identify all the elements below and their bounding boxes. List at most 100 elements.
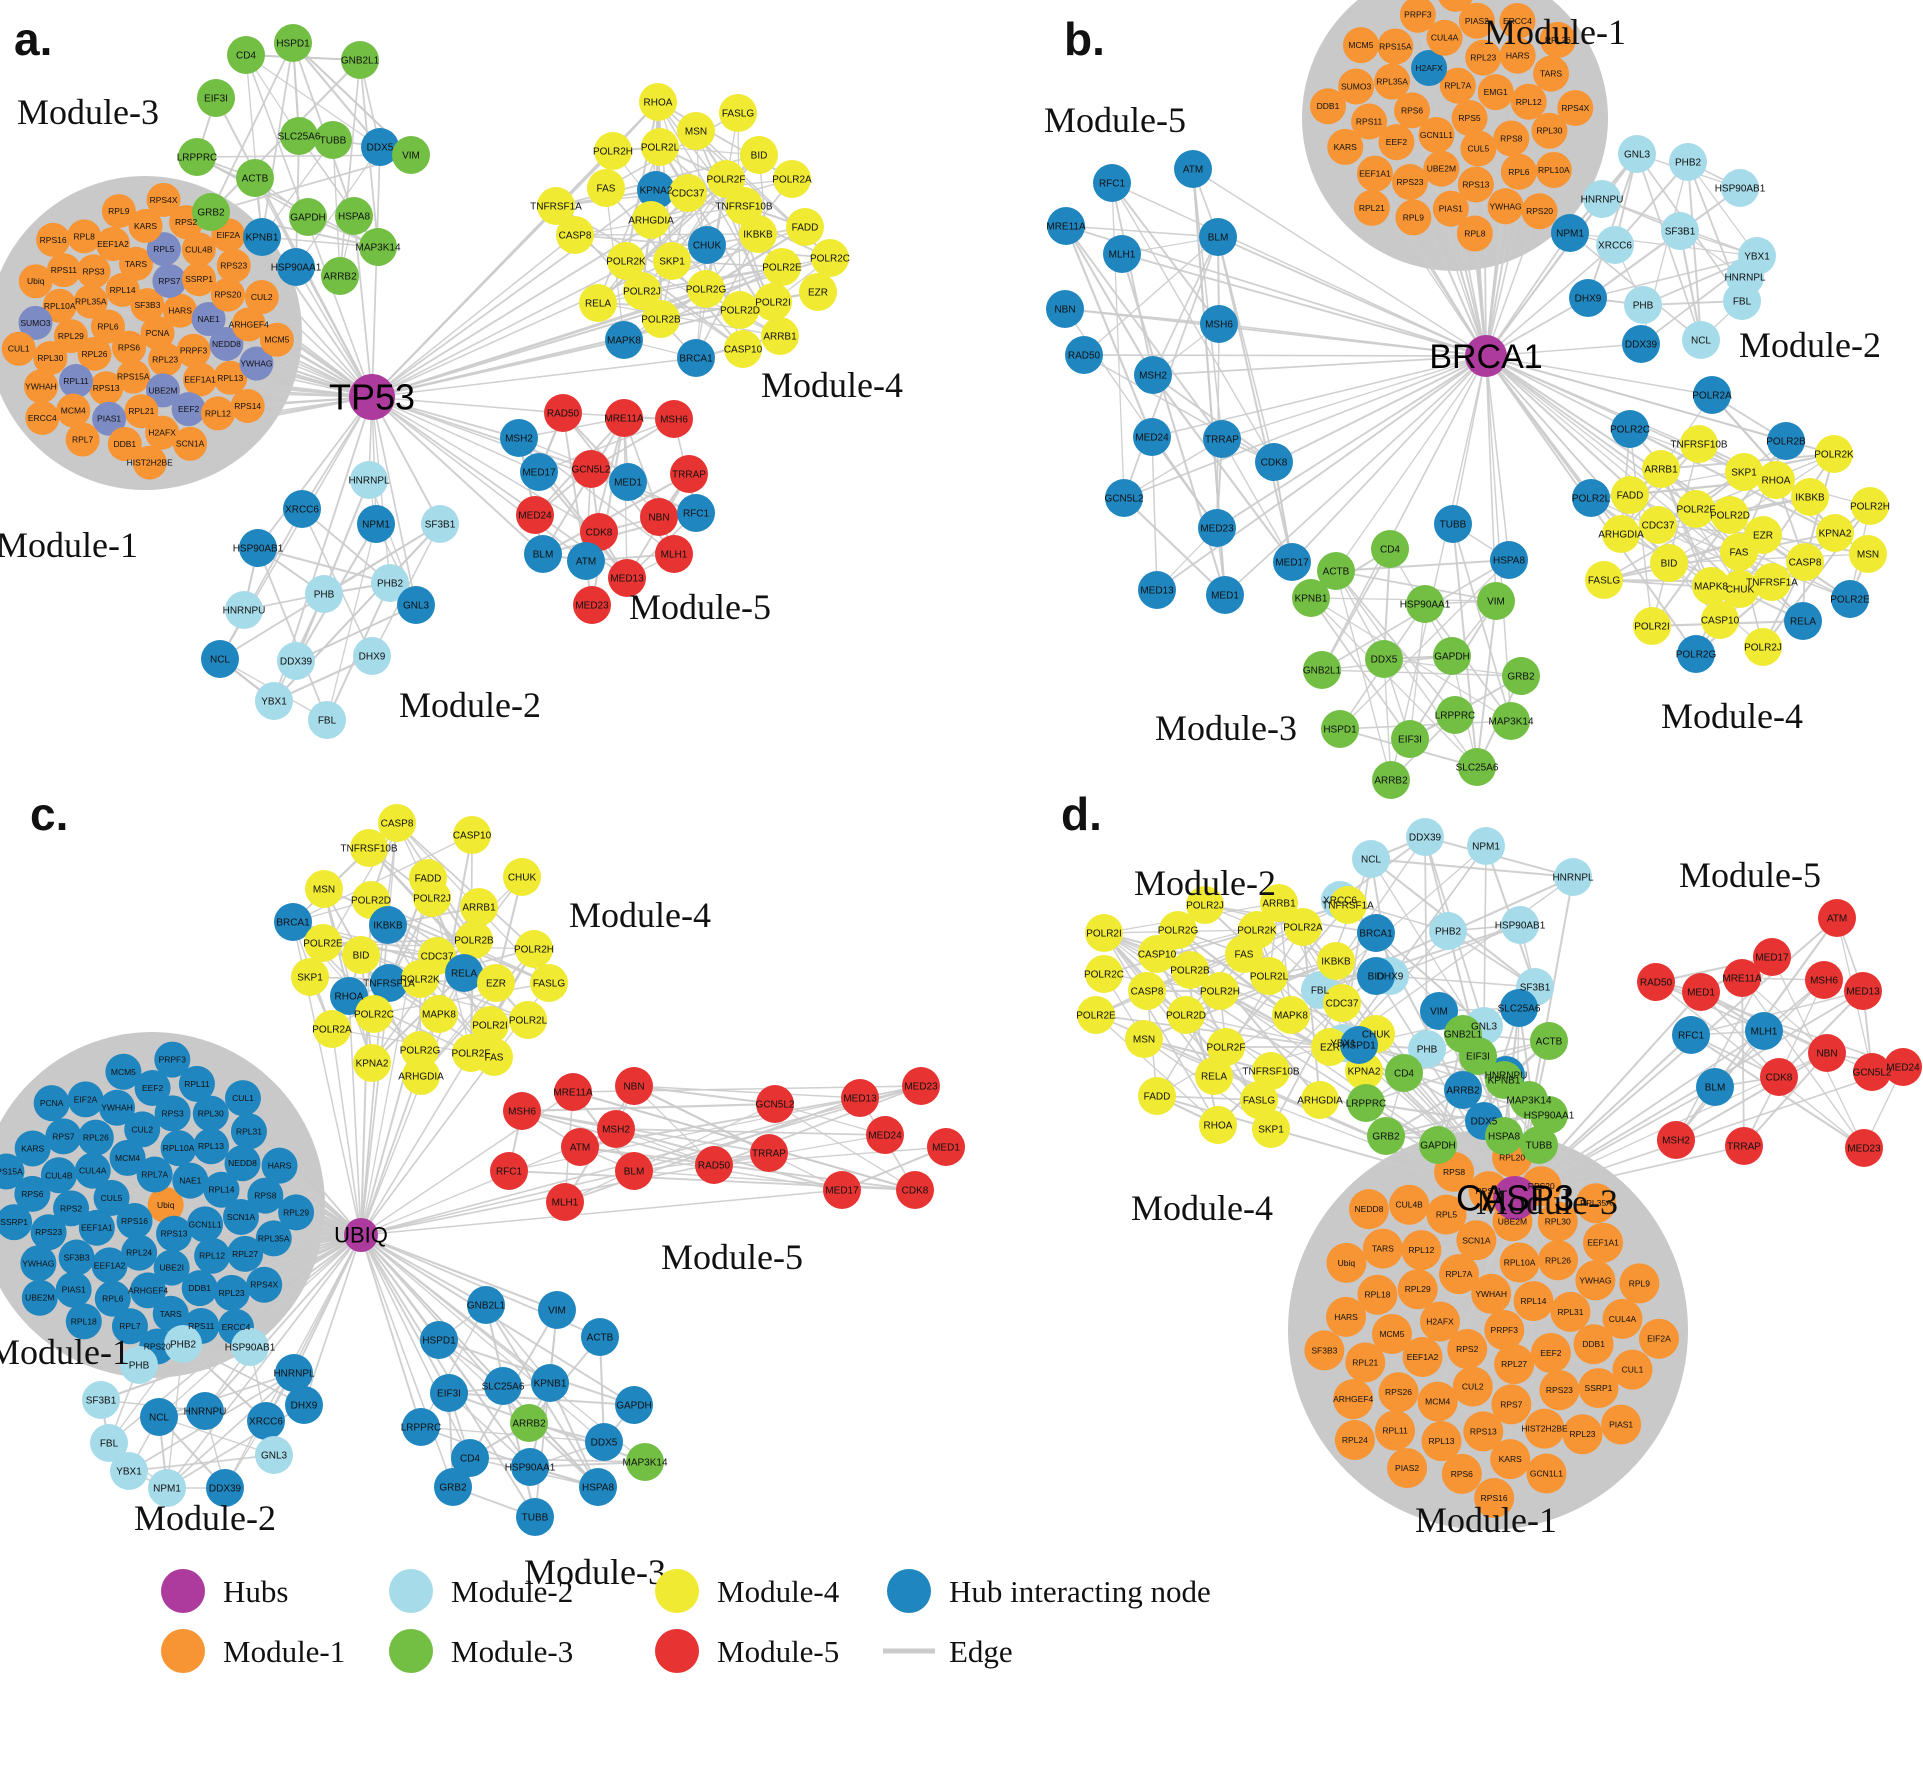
node-cul4b[interactable]	[181, 232, 216, 267]
node-rps4x[interactable]	[146, 182, 181, 217]
node-trrap[interactable]	[670, 455, 708, 493]
node-med17[interactable]	[520, 453, 558, 491]
node-rps7[interactable]	[45, 1118, 82, 1155]
node-pias2[interactable]	[1387, 1448, 1428, 1489]
node-scn1a[interactable]	[173, 426, 208, 461]
node-skp1[interactable]	[1252, 1110, 1290, 1148]
node-hspa8[interactable]	[1485, 1117, 1523, 1155]
node-phb[interactable]	[305, 575, 343, 613]
node-rpl26[interactable]	[1539, 21, 1576, 58]
node-pias1[interactable]	[55, 1271, 92, 1308]
node-nedd8[interactable]	[1348, 1189, 1389, 1230]
node-polr2c[interactable]	[1611, 410, 1649, 448]
node-atm[interactable]	[1174, 150, 1212, 188]
node-tnfrsf10b[interactable]	[725, 187, 763, 225]
node-msh2[interactable]	[597, 1110, 635, 1148]
node-rpl8[interactable]	[67, 219, 102, 254]
node-rps13[interactable]	[156, 1215, 193, 1252]
node-polr2l[interactable]	[641, 128, 679, 166]
node-ncl[interactable]	[201, 640, 239, 678]
node-med23[interactable]	[1198, 509, 1236, 547]
node-rpl35a[interactable]	[1575, 1183, 1616, 1224]
node-gcn1l1[interactable]	[187, 1206, 224, 1243]
node-rpl11[interactable]	[178, 1065, 215, 1102]
node-mcm5[interactable]	[259, 322, 294, 357]
node-rpl7a[interactable]	[136, 1156, 173, 1193]
node-eif2a[interactable]	[1638, 1318, 1679, 1359]
node-rpl21[interactable]	[124, 394, 159, 429]
node-blm[interactable]	[1199, 218, 1237, 256]
node-polr2g[interactable]	[1677, 635, 1715, 673]
node-gnb2l1[interactable]	[341, 41, 379, 79]
node-fadd[interactable]	[1611, 476, 1649, 514]
node-msh6[interactable]	[1200, 305, 1238, 343]
node-xrcc6[interactable]	[247, 1402, 285, 1440]
node-kars[interactable]	[14, 1130, 51, 1167]
node-arrb1[interactable]	[1260, 884, 1298, 922]
node-nae1[interactable]	[191, 302, 226, 337]
node-arrb1[interactable]	[761, 317, 799, 355]
node-med24[interactable]	[866, 1116, 904, 1154]
node-tubb[interactable]	[314, 121, 352, 159]
node-mre11a[interactable]	[554, 1073, 592, 1111]
node-chuk[interactable]	[688, 226, 726, 264]
node-rpl26[interactable]	[77, 1119, 114, 1156]
node-eif2a[interactable]	[67, 1081, 104, 1118]
node-fas[interactable]	[587, 169, 625, 207]
node-arhgef4[interactable]	[231, 307, 266, 342]
node-slc25a6[interactable]	[1458, 748, 1496, 786]
node-polr2b[interactable]	[1767, 422, 1805, 460]
node-hars[interactable]	[163, 293, 198, 328]
node-kpna2[interactable]	[1816, 514, 1854, 552]
node-hspa8[interactable]	[579, 1468, 617, 1506]
node-ezr[interactable]	[799, 273, 837, 311]
node-npm1[interactable]	[148, 1469, 186, 1507]
node-rfc1[interactable]	[490, 1152, 528, 1190]
node-eef2[interactable]	[1378, 124, 1415, 161]
node-rpl30[interactable]	[33, 340, 68, 375]
node-tubb[interactable]	[516, 1498, 554, 1536]
node-polr2j[interactable]	[1186, 886, 1224, 924]
node-gapdh[interactable]	[1433, 637, 1471, 675]
node-rps2[interactable]	[53, 1190, 90, 1227]
node-xrcc6[interactable]	[283, 490, 321, 528]
node-med17[interactable]	[823, 1171, 861, 1209]
node-polr2e[interactable]	[763, 248, 801, 286]
node-fas[interactable]	[1720, 533, 1758, 571]
node-trrap[interactable]	[750, 1134, 788, 1172]
node-cdk8[interactable]	[580, 513, 618, 551]
node-polr2l[interactable]	[1250, 957, 1288, 995]
node-nbn[interactable]	[615, 1067, 653, 1105]
node-eef1a1[interactable]	[183, 362, 218, 397]
node-dhx9[interactable]	[285, 1386, 323, 1424]
node-rpl30[interactable]	[1537, 1201, 1578, 1242]
node-kars[interactable]	[1327, 128, 1364, 165]
node-med1[interactable]	[1682, 973, 1720, 1011]
node-prpf3[interactable]	[1399, 0, 1436, 33]
node-actb[interactable]	[1317, 552, 1355, 590]
node-phb2[interactable]	[164, 1325, 202, 1363]
node-cul5[interactable]	[93, 1179, 130, 1216]
node-rhoa[interactable]	[1757, 461, 1795, 499]
node-rpl5[interactable]	[1426, 1194, 1467, 1235]
node-rpl10a[interactable]	[160, 1130, 197, 1167]
node-h2afx[interactable]	[1411, 50, 1448, 87]
node-gnb2l1[interactable]	[467, 1286, 505, 1324]
node-nedd8[interactable]	[224, 1145, 261, 1182]
node-tars[interactable]	[152, 1295, 189, 1332]
node-eif3i[interactable]	[430, 1374, 468, 1412]
node-ddb1[interactable]	[181, 1270, 218, 1307]
node-mcm4[interactable]	[1417, 1381, 1458, 1422]
node-rpl23[interactable]	[148, 342, 183, 377]
node-gcn1l1[interactable]	[1526, 1453, 1567, 1494]
node-nedd8[interactable]	[209, 326, 244, 361]
node-vim[interactable]	[1420, 992, 1458, 1030]
node-tnfrsf10b[interactable]	[350, 829, 388, 867]
node-ybx1[interactable]	[110, 1452, 148, 1490]
node-rps16[interactable]	[36, 222, 71, 257]
node-rpl12[interactable]	[1401, 1230, 1442, 1271]
node-hspd1[interactable]	[420, 1321, 458, 1359]
node-rps13[interactable]	[89, 371, 124, 406]
node-rpl14[interactable]	[203, 1171, 240, 1208]
node-phb2[interactable]	[1669, 143, 1707, 181]
